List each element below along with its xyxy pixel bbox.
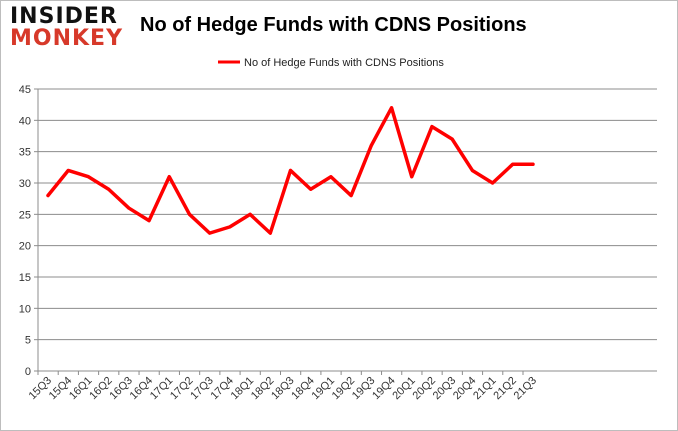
- y-tick-label: 45: [19, 84, 31, 96]
- data-point: [349, 194, 353, 198]
- data-point: [147, 219, 151, 223]
- data-point: [66, 168, 70, 172]
- data-point: [289, 168, 292, 172]
- y-tick-label: 25: [19, 209, 31, 221]
- logo-line1: INSIDER: [10, 4, 118, 29]
- y-tick-label: 35: [19, 147, 31, 159]
- data-point: [248, 212, 252, 216]
- logo-line2: MONKEY: [10, 26, 124, 51]
- data-point: [46, 194, 50, 198]
- y-tick-label: 15: [19, 272, 31, 284]
- data-point: [531, 162, 535, 166]
- data-point: [167, 175, 171, 179]
- legend-label: No of Hedge Funds with CDNS Positions: [244, 57, 444, 69]
- data-point: [511, 162, 515, 166]
- data-point: [329, 175, 333, 179]
- data-point: [268, 231, 272, 235]
- y-tick-label: 30: [19, 178, 31, 190]
- y-tick-label: 0: [25, 366, 31, 378]
- x-tick-label: 21Q3: [512, 375, 540, 403]
- data-point: [228, 225, 232, 229]
- data-point: [491, 181, 495, 185]
- chart-title: No of Hedge Funds with CDNS Positions: [140, 14, 527, 36]
- y-tick-label: 10: [19, 303, 31, 315]
- data-point: [127, 206, 131, 210]
- data-point: [450, 137, 454, 141]
- legend: No of Hedge Funds with CDNS Positions: [218, 57, 444, 69]
- data-point: [470, 168, 474, 172]
- data-point: [187, 212, 191, 216]
- data-point: [107, 187, 111, 191]
- data-point: [208, 231, 212, 235]
- data-point: [309, 187, 313, 191]
- data-point: [430, 125, 434, 129]
- y-tick-label: 40: [19, 115, 31, 127]
- data-point: [410, 175, 414, 179]
- y-tick-label: 5: [25, 335, 31, 347]
- data-point: [369, 143, 373, 147]
- data-point: [390, 106, 394, 110]
- data-point: [86, 175, 90, 179]
- y-tick-label: 20: [19, 241, 31, 253]
- insider-monkey-logo: INSIDER MONKEY: [10, 6, 130, 50]
